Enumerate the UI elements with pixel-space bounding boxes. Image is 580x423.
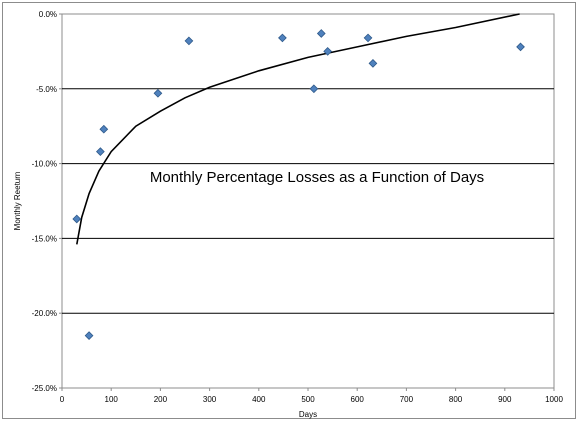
- data-point: [84, 331, 94, 341]
- trend-line: [76, 13, 520, 245]
- x-tick-label: 1000: [545, 395, 563, 404]
- data-point: [278, 33, 287, 43]
- data-point: [368, 59, 378, 68]
- y-axis-title: Monthly Reeturn: [13, 172, 22, 231]
- x-tick-label: 800: [449, 395, 463, 404]
- data-point: [309, 84, 319, 94]
- data-point: [516, 42, 525, 52]
- trend-line-group: [76, 13, 520, 245]
- data-point: [323, 47, 333, 56]
- data-point: [153, 88, 163, 98]
- y-tick-label: 0.0%: [39, 10, 57, 19]
- y-axis-ticks: 0.0% -5.0% -10.0% -15.0% -20.0% -25.0%: [32, 10, 62, 393]
- x-tick-label: 0: [60, 395, 65, 404]
- data-point: [184, 36, 194, 46]
- data-point: [316, 29, 326, 38]
- x-tick-label: 500: [301, 395, 315, 404]
- x-tick-label: 700: [400, 395, 414, 404]
- y-tick-label: -20.0%: [32, 309, 57, 318]
- data-point: [99, 124, 109, 134]
- x-tick-label: 400: [252, 395, 266, 404]
- x-tick-label: 100: [105, 395, 119, 404]
- y-tick-label: -15.0%: [32, 234, 57, 243]
- y-tick-label: -25.0%: [32, 384, 57, 393]
- y-tick-label: -5.0%: [36, 85, 57, 94]
- data-point: [363, 33, 373, 43]
- data-point: [72, 214, 82, 224]
- y-tick-label: -10.0%: [32, 160, 57, 169]
- gridlines: [62, 88, 554, 314]
- plot-area: [61, 13, 555, 389]
- x-tick-label: 600: [351, 395, 365, 404]
- x-tick-label: 900: [498, 395, 512, 404]
- x-tick-label: 300: [203, 395, 217, 404]
- x-tick-label: 200: [154, 395, 168, 404]
- chart-title: Monthly Percentage Losses as a Function …: [150, 169, 484, 186]
- data-points: [72, 29, 525, 341]
- x-axis-ticks: 0 100 200 300 400 500 600 700 800 900 1000: [60, 388, 563, 404]
- x-axis-title: Days: [299, 410, 317, 419]
- data-point: [96, 147, 105, 156]
